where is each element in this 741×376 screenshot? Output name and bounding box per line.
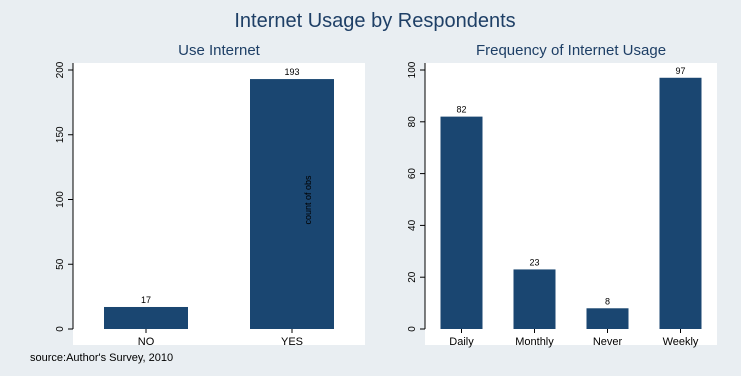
y-tick-label-use-internet: 100 — [55, 191, 66, 208]
x-tick-label-never: Never — [593, 336, 623, 348]
data-label-weekly: 97 — [675, 66, 685, 76]
use-internet-panel: Use Internet 0 50 100 150 200 17 NO 193 YES count… — [55, 42, 365, 348]
bar-daily — [440, 116, 483, 330]
y-tick-label-frequency: 40 — [407, 219, 418, 231]
source-note: source:Author's Survey, 2010 — [30, 352, 173, 364]
y-tick-label-frequency: 60 — [407, 168, 418, 180]
y-tick-label-frequency: 100 — [407, 61, 418, 78]
data-label-monthly: 23 — [529, 257, 539, 267]
y-tick-label-use-internet: 150 — [55, 126, 66, 143]
data-label-yes: 193 — [284, 67, 299, 77]
bar-no — [104, 306, 188, 329]
x-tick-label-weekly: Weekly — [663, 336, 699, 348]
bar-never — [586, 308, 629, 329]
y-tick-label-use-internet: 50 — [55, 258, 66, 270]
y-tick-label-use-internet: 0 — [55, 326, 66, 332]
x-tick-label-monthly: Monthly — [515, 336, 554, 348]
panel-title-frequency: Frequency of Internet Usage — [476, 42, 666, 59]
x-tick-label-daily: Daily — [449, 336, 474, 348]
y-axis-label-use-internet: count of obs — [303, 175, 313, 225]
bar-yes — [250, 79, 334, 329]
data-label-never: 8 — [605, 296, 610, 306]
data-label-daily: 82 — [456, 105, 466, 115]
y-tick-label-frequency: 80 — [407, 116, 418, 128]
figure-title: Internet Usage by Respondents — [234, 10, 515, 32]
bar-weekly — [659, 77, 702, 330]
y-tick-label-frequency: 20 — [407, 271, 418, 283]
x-tick-label-yes: YES — [281, 336, 303, 348]
data-label-no: 17 — [141, 295, 151, 305]
panel-title-use-internet: Use Internet — [178, 42, 261, 59]
bar-monthly — [513, 269, 556, 329]
x-tick-label-no: NO — [138, 336, 155, 348]
y-tick-label-use-internet: 200 — [55, 61, 66, 78]
y-tick-label-frequency: 0 — [407, 326, 418, 332]
frequency-panel: Frequency of Internet Usage 0 20 40 60 80 100… — [407, 42, 717, 348]
